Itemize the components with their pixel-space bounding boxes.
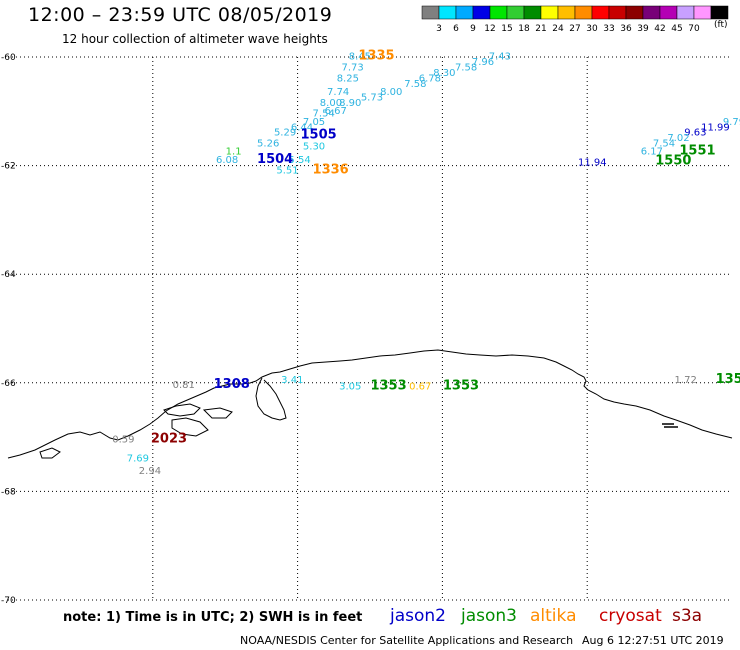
wave-height-value: 11.94 <box>578 158 607 169</box>
wave-height-value: 7.54 <box>653 139 675 150</box>
pass-time-label: 1335 <box>358 49 394 64</box>
map-title: 12:00 – 23:59 UTC 08/05/2019 <box>28 4 333 26</box>
wave-height-value: 8.30 <box>433 68 455 79</box>
pass-time-label: 1505 <box>300 127 336 142</box>
color-scale-tick: 70 <box>688 24 700 34</box>
latitude-tick-label: -62 <box>1 162 16 172</box>
wave-height-value: 3.05 <box>339 381 361 392</box>
color-scale-tick: 36 <box>620 24 632 34</box>
wave-height-value: 8.00 <box>380 87 402 98</box>
wave-height-value: 2.94 <box>139 466 161 477</box>
wave-height-value: 3.41 <box>281 375 303 386</box>
wave-height-value: 7.96 <box>472 57 494 68</box>
pass-time-label: 1353 <box>443 378 479 393</box>
pass-time-label: 1551 <box>679 144 715 159</box>
legend-jason2: jason2 <box>390 606 446 626</box>
coastal-island-2 <box>171 417 209 437</box>
wave-height-value: 7.74 <box>327 87 349 98</box>
pass-time-label: 1353 <box>370 378 406 393</box>
wave-height-value: 11.99 <box>701 122 730 133</box>
latitude-tick-label: -70 <box>1 596 16 605</box>
ice-shelf-inlet <box>255 377 287 421</box>
color-scale-tick: 27 <box>569 24 580 34</box>
legend-jason3: jason3 <box>461 606 517 626</box>
wave-height-value: 1.1 <box>226 147 242 158</box>
coastal-islet-5 <box>662 423 678 428</box>
wave-height-value: 7.05 <box>303 117 325 128</box>
wave-height-value: 8.25 <box>337 73 359 84</box>
latitude-tick-label: -66 <box>1 379 16 389</box>
wave-height-value: 7.58 <box>455 63 477 74</box>
map-note: note: 1) Time is in UTC; 2) SWH is in fe… <box>63 610 363 625</box>
color-scale-tick: 9 <box>470 24 476 34</box>
color-scale-tick: 3 <box>436 24 442 34</box>
color-scale-tick: 21 <box>535 24 546 34</box>
wave-height-value: 7.69 <box>127 454 149 465</box>
wave-height-value: 5.51 <box>276 166 298 177</box>
wave-height-value: 6.44 <box>291 122 313 133</box>
color-scale-tick: 42 <box>654 24 665 34</box>
latitude-tick-label: -68 <box>1 487 16 497</box>
pass-time-label: 1550 <box>655 154 691 169</box>
pass-time-label: 1504 <box>257 152 293 167</box>
wave-height-value: 7.02 <box>667 133 689 144</box>
coastline <box>7 349 733 459</box>
map-subtitle: 12 hour collection of altimeter wave hei… <box>62 32 328 46</box>
wave-height-value: 5.30 <box>303 141 325 152</box>
color-scale-tick: 12 <box>484 24 495 34</box>
wave-height-value: 0.67 <box>409 381 431 392</box>
color-scale-tick: 24 <box>552 24 564 34</box>
map-grid: 454851545760-60-62-64-66-68-70 <box>1 53 732 605</box>
wave-height-value: 5.29 <box>274 128 296 139</box>
wave-height-value: 0.59 <box>112 435 134 446</box>
color-scale-tick: 6 <box>453 24 459 34</box>
altimeter-map: 454851545760-60-62-64-66-68-70 8.4513357… <box>1 49 740 605</box>
wave-height-value: 6.17 <box>641 147 663 158</box>
wave-height-value: 5.54 <box>288 155 310 166</box>
wave-height-value: 7.73 <box>342 63 364 74</box>
color-scale-unit: (ft) <box>714 20 728 30</box>
wave-height-value: 8.90 <box>339 98 361 109</box>
footer-timestamp: Aug 6 12:27:51 UTC 2019 <box>582 634 724 647</box>
pass-time-label: 1308 <box>214 377 250 392</box>
color-scale-tick: 30 <box>586 24 598 34</box>
wave-height-value: 5.73 <box>361 92 383 103</box>
coastal-island-1 <box>163 403 201 417</box>
color-scale-tick: 39 <box>637 24 649 34</box>
wave-height-value: 5.26 <box>257 139 279 150</box>
color-scale-legend: 3 6 9 12 15 18 21 24 27 30 33 36 39 42 45 70 <box>421 5 729 34</box>
legend-altika: altika <box>530 606 577 626</box>
latitude-tick-label: -60 <box>1 53 16 63</box>
pass-time-label: 1354 <box>716 372 740 387</box>
pass-time-label: 1336 <box>313 163 349 178</box>
antarctic-coastline <box>7 349 733 459</box>
footer-credit: NOAA/NESDIS Center for Satellite Applica… <box>240 634 574 647</box>
coastal-island-4 <box>39 447 61 459</box>
wave-height-value: 7.58 <box>404 79 426 90</box>
color-scale-tick: 45 <box>671 24 682 34</box>
color-scale-tick: 15 <box>501 24 512 34</box>
wave-height-value: 6.67 <box>325 106 347 117</box>
wave-height-value: 7.54 <box>313 109 335 120</box>
legend-s3a: s3a <box>672 606 703 626</box>
wave-height-value: 9.79 <box>723 117 740 128</box>
color-scale-tick: 18 <box>518 24 530 34</box>
color-swatch <box>710 5 729 20</box>
wave-height-value: 8.45 <box>349 52 371 63</box>
pass-time-label: 2023 <box>151 432 187 447</box>
wave-height-value: 6.08 <box>216 155 238 166</box>
wave-height-value: 9.63 <box>684 128 706 139</box>
color-scale-tick: 33 <box>603 24 614 34</box>
wave-height-value: 7.43 <box>489 52 511 63</box>
wave-height-value: 0.81 <box>173 380 195 391</box>
wave-height-value: 8.00 <box>320 98 342 109</box>
latitude-tick-label: -64 <box>1 270 16 280</box>
wave-height-value: 1.72 <box>675 375 697 386</box>
coastal-island-3 <box>202 407 233 419</box>
wave-height-value: 6.78 <box>419 73 441 84</box>
legend-cryosat: cryosat <box>599 606 662 626</box>
